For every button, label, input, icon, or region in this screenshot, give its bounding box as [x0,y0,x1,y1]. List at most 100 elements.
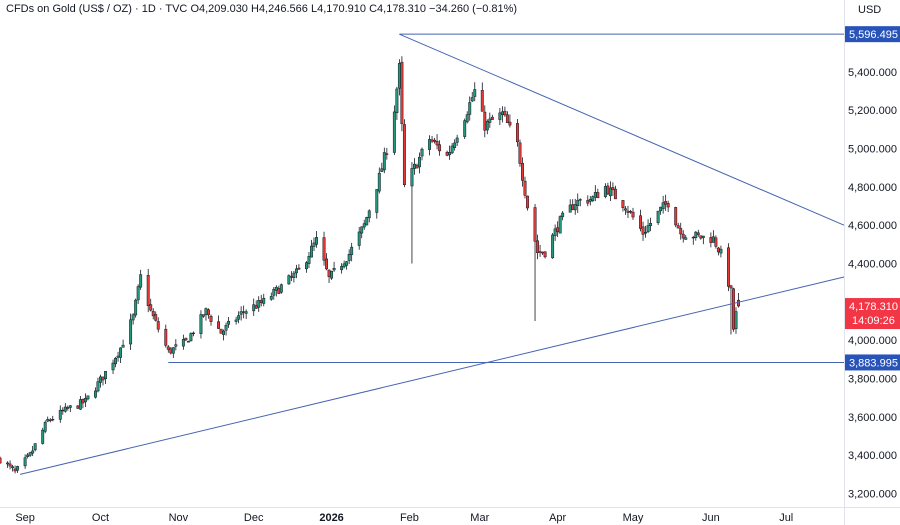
candle-up [31,450,35,454]
candle-up [362,223,366,228]
x-tick-label: Sep [15,512,35,524]
candle-down [533,207,537,242]
y-tick-label: 5,000.000 [848,144,897,156]
candle-down [61,409,65,412]
y-tick-label: 4,600.000 [848,220,897,232]
candle-down [516,123,519,143]
candle-up [204,308,208,316]
legend-sep: · [134,3,139,15]
y-tick-label: 4,000.000 [848,335,897,347]
candle-down [523,180,527,196]
candle-down [521,162,524,181]
candle-down [626,210,630,213]
candle-up [453,142,457,148]
candle-up [342,263,346,268]
falling-trendline [399,33,845,226]
x-tick-label: Nov [169,512,189,524]
candle-up [307,255,311,264]
candle-up [114,357,117,365]
candle-up [413,163,416,169]
candle-down [48,419,52,422]
y-tick-label: 3,400.000 [848,450,897,462]
candle-down [674,207,678,226]
candle-up [450,145,454,154]
candle-up [382,152,386,171]
candle-down [676,225,680,229]
candle-up [174,344,178,347]
legend-interval[interactable]: 1D [141,3,156,15]
candle-down [681,233,685,239]
candle-up [395,88,399,113]
candle-up [237,315,241,320]
candle-up [656,210,660,224]
candle-up [63,406,67,412]
candle-up [701,235,705,238]
candle-down [191,332,195,335]
y-tick-label: 3,600.000 [848,412,897,424]
candle-up [129,319,133,345]
candle-down [729,285,733,289]
candle-up [553,228,557,236]
candle-up [111,362,115,371]
chart-legend: CFDs on Gold (US$ / OZ) · 1D · TVC O4,20… [6,3,517,15]
candle-down [538,251,542,253]
candle-down [101,376,105,381]
candle-down [254,305,258,309]
x-tick-label: 2026 [319,512,343,524]
candle-up [455,137,459,143]
candle-up [199,314,203,334]
candle-up [330,270,334,279]
candle-down [322,237,326,261]
candle-up [377,172,381,192]
candle-up [239,311,243,315]
candle-up [558,216,562,234]
candle-up [591,196,595,201]
legend-symbol[interactable]: CFDs on Gold (US$ / OZ) [6,3,132,15]
candle-up [719,248,723,254]
candle-down [541,251,545,254]
candle-down [737,299,740,307]
candle-up [294,268,298,274]
legend-change: −34.260 (−0.81%) [429,3,518,15]
legend-open: O4,209.030 [190,3,248,15]
bar-countdown-label: 14:09:26 [852,315,895,327]
candle-down [242,311,246,313]
candle-down [699,235,703,239]
last-price-label: 4,178.310 [849,301,898,313]
candle-down [154,314,158,321]
candle-down [691,236,695,239]
candle-down [505,114,509,123]
candle-down [217,321,220,329]
candle-down [400,61,404,124]
candle-up [28,452,32,456]
x-tick-label: Apr [549,512,566,524]
candle-up [116,355,120,358]
candle-down [435,141,439,146]
candle-up [473,89,477,97]
currency-label[interactable]: USD [858,4,882,16]
candle-up [269,296,273,300]
legend-high: H4,246.566 [251,3,308,15]
candle-up [274,286,278,291]
candle-up [397,63,401,89]
candle-up [345,261,349,266]
drawings [19,33,845,475]
y-tick-label: 3,200.000 [848,489,897,501]
candle-up [83,398,87,403]
candle-down [207,309,210,316]
candle-down [624,208,627,211]
candle-down [732,288,735,330]
candle-up [711,236,715,243]
candle-up [357,231,361,246]
candle-up [500,111,504,115]
candle-up [463,120,467,137]
candle-down [219,328,223,334]
candle-down [76,405,80,409]
candle-down [508,121,512,126]
candle-up [332,267,336,271]
candle-down [664,201,668,205]
candle-up [23,457,27,467]
candle-down [631,211,635,218]
